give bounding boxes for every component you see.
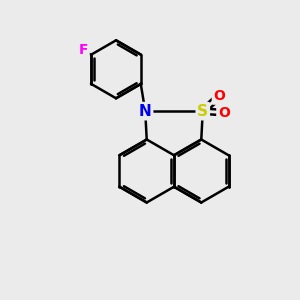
Text: S: S — [197, 104, 208, 119]
Text: N: N — [139, 104, 152, 119]
Text: O: O — [213, 89, 225, 103]
Text: O: O — [218, 106, 230, 120]
Text: F: F — [79, 44, 88, 58]
